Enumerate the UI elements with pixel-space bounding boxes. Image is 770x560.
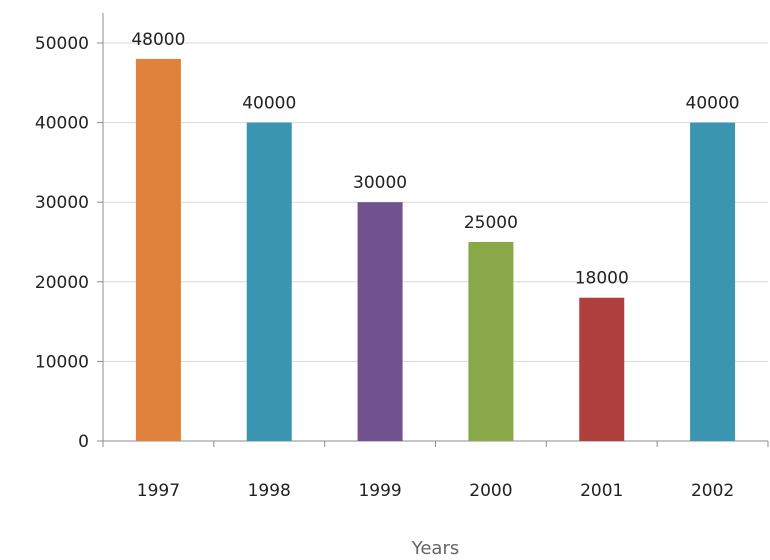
bar-1997 [135, 58, 181, 442]
x-axis-title: Years [411, 538, 460, 559]
bar-2002 [690, 122, 736, 441]
axes: 0 10000 20000 30000 40000 50000 1997 1998 1999 20… [35, 13, 769, 501]
grid-lines [103, 42, 768, 362]
x-tick-label-1997: 1997 [137, 481, 180, 501]
y-tick-label-20000: 20000 [35, 273, 89, 293]
data-label-1998: 40000 [242, 94, 296, 114]
y-tick-label-30000: 30000 [35, 193, 89, 213]
x-tick-label-2001: 2001 [580, 481, 623, 501]
data-labels: 48000 40000 30000 25000 18000 40000 [131, 30, 739, 289]
data-label-1997: 48000 [131, 30, 185, 50]
data-label-1999: 30000 [353, 173, 407, 193]
y-tick-label-0: 0 [78, 432, 89, 452]
x-tick-label-1998: 1998 [248, 481, 291, 501]
data-label-2001: 18000 [575, 269, 629, 289]
bars [135, 58, 736, 442]
bar-1999 [357, 202, 403, 441]
x-tick-label-2002: 2002 [691, 481, 734, 501]
bar-2001 [579, 297, 625, 441]
data-label-2000: 25000 [464, 213, 518, 233]
y-tick-label-40000: 40000 [35, 114, 89, 134]
x-tick-label-1999: 1999 [358, 481, 401, 501]
data-label-2002: 40000 [686, 94, 740, 114]
y-tick-label-10000: 10000 [35, 352, 89, 372]
bar-1998 [246, 122, 292, 441]
x-tick-label-2000: 2000 [469, 481, 512, 501]
y-tick-label-50000: 50000 [35, 34, 89, 54]
bar-2000 [468, 242, 514, 441]
